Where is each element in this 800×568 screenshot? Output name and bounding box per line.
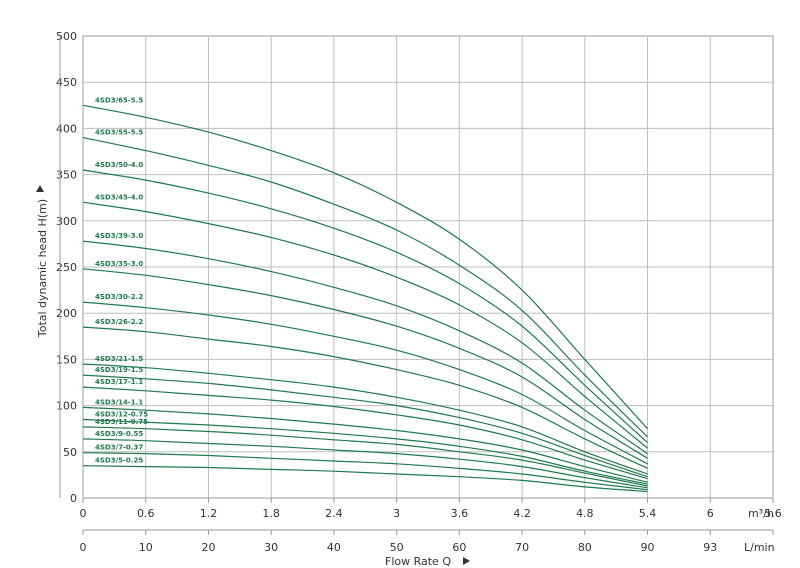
curve-label: 4SD3/19-1.5 <box>95 366 143 374</box>
curve-label: 4SD3/35-3.0 <box>95 260 143 268</box>
x-tick-label-m3h: 2.4 <box>325 507 343 520</box>
curve-label: 4SD3/14-1.1 <box>95 398 143 406</box>
pump-curve <box>82 326 648 469</box>
x-tick-label-lmin: 90 <box>641 541 655 554</box>
x-unit-bottom: L/min <box>744 541 775 554</box>
y-tick-label: 150 <box>56 353 77 366</box>
pump-curve <box>82 268 648 459</box>
y-tick-label: 300 <box>56 215 77 228</box>
curve-label: 4SD3/7-0.37 <box>95 444 143 452</box>
pump-curve <box>82 452 648 491</box>
x-tick-label-lmin: 20 <box>201 541 215 554</box>
y-axis-title: Total dynamic head H(m) <box>36 199 49 338</box>
x-tick-label-m3h: 6 <box>707 507 714 520</box>
y-tick-label: 200 <box>56 307 77 320</box>
x-tick-label-m3h: 3 <box>393 507 400 520</box>
x-tick-label-m3h: 1.2 <box>200 507 218 520</box>
curve-label: 4SD3/5-0.25 <box>95 457 143 465</box>
pump-curve <box>82 426 648 487</box>
x-tick-label-m3h: 4.8 <box>576 507 594 520</box>
x-tick-label-lmin: 60 <box>452 541 466 554</box>
x-tick-label-m3h: 4.2 <box>513 507 531 520</box>
pump-curve <box>82 201 648 449</box>
y-tick-label: 500 <box>56 30 77 43</box>
y-tick-label: 50 <box>63 446 77 459</box>
y-axis-arrow-icon <box>36 185 44 192</box>
pump-curve <box>82 418 648 485</box>
pump-curve <box>82 363 648 475</box>
x-tick-label-m3h: 5.6 <box>764 507 782 520</box>
pump-curve <box>82 386 648 480</box>
x-tick-label-lmin: 80 <box>578 541 592 554</box>
curve-label: 4SD3/12-0.75 <box>95 410 148 418</box>
x-tick-label-lmin: 0 <box>80 541 87 554</box>
x-tick-label-m3h: 5.4 <box>639 507 657 520</box>
curve-label: 4SD3/11-0.75 <box>95 418 148 426</box>
pump-curve <box>82 438 648 489</box>
curves <box>82 104 648 493</box>
x-tick-label-lmin: 50 <box>390 541 404 554</box>
pump-curve <box>82 465 648 493</box>
x-tick-label-lmin: 70 <box>515 541 529 554</box>
x-tick-label-m3h: 0 <box>80 507 87 520</box>
x-tick-label-lmin: 10 <box>139 541 153 554</box>
curve-label: 4SD3/21-1.5 <box>95 355 143 363</box>
x-tick-label-m3h: 1.8 <box>262 507 280 520</box>
x-tick-label-m3h: 3.6 <box>451 507 469 520</box>
pump-curve <box>82 406 648 483</box>
curve-label: 4SD3/17-1.1 <box>95 378 143 386</box>
y-tick-label: 0 <box>70 492 77 505</box>
x-tick-label-m3h: 0.6 <box>137 507 155 520</box>
x-tick-label-lmin: 30 <box>264 541 278 554</box>
y-tick-label: 450 <box>56 76 77 89</box>
x-axis-title: Flow Rate Q <box>385 555 451 568</box>
x-tick-label-lmin: 40 <box>327 541 341 554</box>
pump-curve <box>82 169 648 444</box>
pump-curve <box>82 374 648 478</box>
curve-label: 4SD3/26-2.2 <box>95 318 143 326</box>
pump-curve <box>82 301 648 465</box>
curve-label: 4SD3/55-5.5 <box>95 129 143 137</box>
curve-label: 4SD3/45-4.0 <box>95 193 143 201</box>
pump-curve <box>82 240 648 455</box>
curve-label: 4SD3/30-2.2 <box>95 293 143 301</box>
curve-label: 4SD3/9-0.55 <box>95 430 143 438</box>
y-tick-label: 250 <box>56 261 77 274</box>
pump-curve <box>82 137 648 438</box>
x-unit-top: m³/h <box>748 507 774 520</box>
x-axis-arrow-icon <box>463 557 470 565</box>
curve-label: 4SD3/65-5.5 <box>95 96 143 104</box>
curve-labels: 4SD3/65-5.5 4SD3/55-5.5 4SD3/50-4.0 4SD3/45… <box>95 96 148 464</box>
curve-label: 4SD3/50-4.0 <box>95 161 143 169</box>
pump-curve <box>82 104 648 430</box>
y-tick-label: 350 <box>56 169 77 182</box>
curve-label: 4SD3/39-3.0 <box>95 232 143 240</box>
y-tick-label: 100 <box>56 400 77 413</box>
x-tick-label-lmin: 93 <box>703 541 717 554</box>
y-tick-label: 400 <box>56 122 77 135</box>
